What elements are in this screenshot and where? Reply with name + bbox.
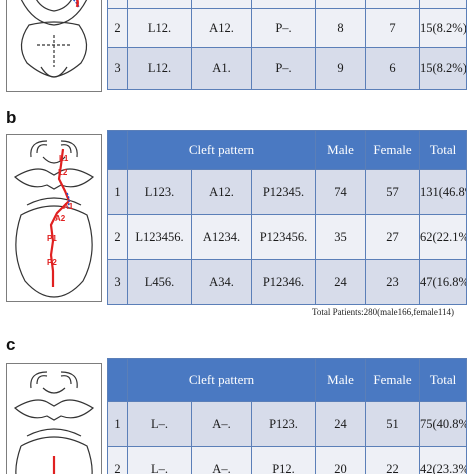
- cell-lip: L12.: [127, 47, 192, 90]
- header-male: Male: [315, 130, 367, 170]
- figure-label-l2: L2: [58, 168, 68, 177]
- cell-alveolus: A–.: [191, 401, 252, 447]
- cell-female: 6: [365, 47, 420, 90]
- header-cleft-pattern: Cleft pattern: [126, 358, 317, 402]
- row-number: 2: [107, 8, 128, 48]
- cell-alveolus: A12.: [191, 8, 252, 48]
- palate-diagram-a: [20, 0, 88, 78]
- cell-alveolus: A12.: [191, 169, 252, 215]
- cell-female: 7: [365, 8, 420, 48]
- header-blank: [107, 358, 128, 402]
- cell-total: 75(40.8%): [419, 401, 468, 447]
- table-row: 1 L–. A–. P123. 24 51 75(40.8%): [107, 401, 468, 447]
- header-cleft-pattern: Cleft pattern: [126, 130, 317, 170]
- cell-female: 57: [365, 169, 421, 215]
- row-number: 2: [107, 446, 128, 474]
- header-male: Male: [315, 358, 367, 402]
- table-row: 1 L123. A12. P12345. 74 57 131(46.8%): [107, 169, 468, 215]
- figure-label-a1: A1: [63, 202, 74, 211]
- table-header-row: Cleft pattern Male Female Total: [107, 358, 468, 402]
- figure-label-l1: L1: [59, 154, 69, 163]
- panel-b-figure: L1 L2 A1 A2 P1 P2: [6, 134, 102, 302]
- panel-b-table: Cleft pattern Male Female Total 1 L123. …: [107, 130, 468, 305]
- total-patients-note: Total Patients:280(male166,female114): [312, 307, 454, 317]
- cell-lip: L123456.: [127, 214, 192, 260]
- panel-a: 2 L12. A12. P–. 8 7 15(8.2%) 3 L12. A1. …: [0, 0, 474, 95]
- cell-palate: P–.: [251, 8, 316, 48]
- cell-palate: P123.: [250, 401, 317, 447]
- cell-palate: P–.: [251, 47, 316, 90]
- cell-female: 23: [365, 259, 421, 305]
- panel-a-figure: [6, 0, 102, 92]
- cell-male: 24: [315, 259, 367, 305]
- cell-lip: L–.: [127, 446, 192, 474]
- palate-diagram-c: [13, 371, 95, 474]
- cell-lip: L123.: [127, 169, 192, 215]
- cell-lip: L456.: [127, 259, 192, 305]
- header-total: Total: [419, 130, 468, 170]
- table-row: 3 L12. A1. P–. 9 6 15(8.2%): [107, 47, 467, 90]
- cell-palate: P12345.: [250, 169, 317, 215]
- header-female: Female: [365, 358, 421, 402]
- row-number: 3: [107, 47, 128, 90]
- figure-label-p1: P1: [47, 234, 57, 243]
- cell-total: 15(8.2%): [419, 8, 467, 48]
- header-total: Total: [419, 358, 468, 402]
- cell-male: 20: [315, 446, 367, 474]
- row-number: 1: [107, 401, 128, 447]
- panel-c-label: c: [6, 335, 16, 354]
- table-row: 2 L12. A12. P–. 8 7 15(8.2%): [107, 8, 467, 48]
- figure-label-p2: P2: [47, 258, 57, 267]
- cell-lip: L–.: [127, 401, 192, 447]
- cell-palate: P12.: [250, 446, 317, 474]
- header-female: Female: [365, 130, 421, 170]
- cell-male: 35: [315, 214, 367, 260]
- table-row: 2 L123456. A1234. P123456. 35 27 62(22.1…: [107, 214, 468, 260]
- palate-diagram-b: L1 L2 A1 A2 P1 P2: [13, 140, 95, 298]
- panel-c-table: Cleft pattern Male Female Total 1 L–. A–…: [107, 358, 468, 474]
- header-blank: [107, 130, 128, 170]
- cell-total: 47(16.8%): [419, 259, 468, 305]
- cell-total: 131(46.8%): [419, 169, 468, 215]
- cell-male: 74: [315, 169, 367, 215]
- table-header-row: Cleft pattern Male Female Total: [107, 130, 468, 170]
- row-number: 2: [107, 214, 128, 260]
- figure-label-a2: A2: [55, 214, 66, 223]
- cell-alveolus: A1.: [191, 47, 252, 90]
- table-row: [107, 0, 467, 9]
- table-row: 3 L456. A34. P12346. 24 23 47(16.8%): [107, 259, 468, 305]
- cell-alveolus: A1234.: [191, 214, 252, 260]
- cell-total: 62(22.1%): [419, 214, 468, 260]
- panel-a-table: 2 L12. A12. P–. 8 7 15(8.2%) 3 L12. A1. …: [107, 0, 467, 90]
- cell-total: 15(8.2%): [419, 47, 467, 90]
- cell-palate: P123456.: [250, 214, 317, 260]
- cell-male: 8: [315, 8, 366, 48]
- panel-c: Cleft pattern Male Female Total 1 L–. A–…: [0, 355, 474, 474]
- row-number: 1: [107, 169, 128, 215]
- cell-lip: L12.: [127, 8, 192, 48]
- panel-b: L1 L2 A1 A2 P1 P2 Cleft pattern Male Fem…: [0, 128, 474, 328]
- cell-palate: P12346.: [250, 259, 317, 305]
- panel-c-figure: [6, 363, 102, 474]
- cell-female: 51: [365, 401, 421, 447]
- cell-female: 22: [365, 446, 421, 474]
- cell-alveolus: A34.: [191, 259, 252, 305]
- cell-male: 24: [315, 401, 367, 447]
- row-number: 3: [107, 259, 128, 305]
- cell-alveolus: A–.: [191, 446, 252, 474]
- cell-male: 9: [315, 47, 366, 90]
- table-row: 2 L–. A–. P12. 20 22 42(23.3%): [107, 446, 468, 474]
- cell-female: 27: [365, 214, 421, 260]
- panel-b-label: b: [6, 108, 17, 127]
- cell-total: 42(23.3%): [419, 446, 468, 474]
